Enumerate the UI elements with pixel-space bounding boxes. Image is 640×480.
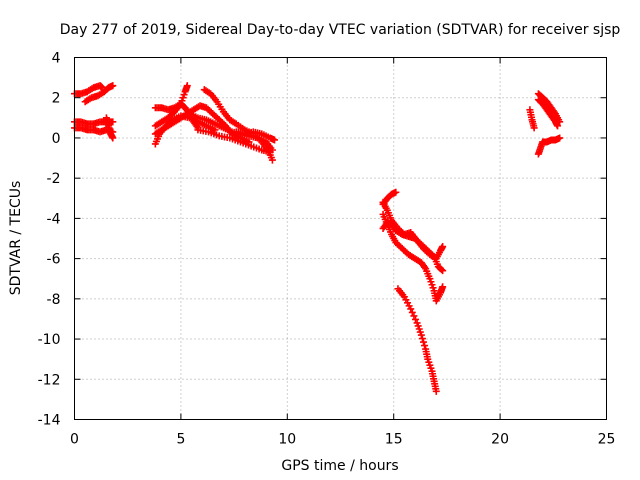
data-point (407, 305, 415, 313)
y-axis-label: SDTVAR / TECUs (8, 181, 24, 296)
data-point (183, 82, 191, 90)
data-point (421, 263, 429, 271)
data-point (193, 122, 201, 130)
x-tick-label: 10 (278, 432, 296, 448)
data-point (419, 338, 427, 346)
x-tick-label: 20 (491, 432, 509, 448)
x-tick-label: 25 (598, 432, 616, 448)
data-point (439, 243, 447, 251)
data-point (109, 82, 117, 90)
plot-frame (74, 57, 607, 420)
data-point (418, 335, 426, 343)
data-point (438, 266, 446, 274)
data-point (392, 188, 400, 196)
y-tick-label: -10 (38, 332, 61, 348)
data-point (268, 156, 276, 164)
grid-lines (74, 57, 607, 420)
data-point (211, 126, 219, 134)
x-tick-label: 0 (70, 432, 79, 448)
y-tick-label: -4 (47, 211, 61, 227)
data-point (556, 134, 564, 142)
y-tick-label: -8 (47, 292, 61, 308)
data-point (432, 387, 440, 395)
y-tick-label: -2 (47, 171, 61, 187)
x-axis-label: GPS time / hours (281, 458, 398, 474)
data-point (271, 136, 279, 144)
y-tick-label: -12 (38, 372, 61, 388)
data-point (412, 315, 420, 323)
y-tick-label: 4 (52, 51, 61, 67)
data-point (410, 312, 418, 320)
data-points (71, 82, 564, 395)
data-point (266, 148, 274, 156)
x-tick-label: 5 (176, 432, 185, 448)
y-tick-label: 0 (52, 131, 61, 147)
data-point (554, 122, 562, 130)
data-point (530, 124, 538, 132)
chart-title: Day 277 of 2019, Sidereal Day-to-day VTE… (60, 22, 621, 38)
y-tick-label: -14 (38, 413, 61, 429)
y-tick-label: 2 (52, 91, 61, 107)
x-tick-label: 15 (385, 432, 403, 448)
data-point (421, 342, 429, 350)
data-point (109, 134, 117, 142)
data-point (408, 308, 416, 316)
y-tick-label: -6 (47, 252, 61, 268)
data-point (439, 267, 447, 275)
data-point (439, 283, 447, 291)
data-point (417, 331, 425, 339)
